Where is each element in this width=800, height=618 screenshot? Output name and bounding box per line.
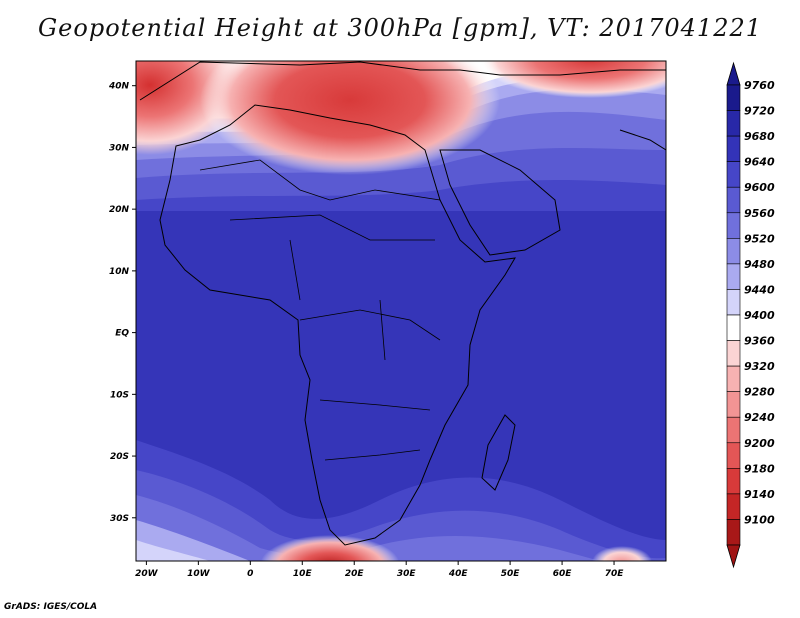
- lon-tick-label: 10E: [293, 569, 313, 579]
- colorbar-label: 9360: [744, 335, 775, 348]
- india: [619, 129, 666, 151]
- colorbar-min-arrow: [726, 544, 741, 569]
- africa-coastline: [159, 104, 516, 546]
- colorbar-max-arrow: [726, 61, 741, 86]
- arabia: [439, 149, 561, 256]
- lon-tick-label: 0: [247, 569, 253, 579]
- colorbar-swatch: [726, 519, 741, 546]
- colorbar-swatch: [726, 289, 741, 316]
- grads-credit: GrADS: IGES/COLA: [4, 602, 98, 612]
- madagascar: [481, 414, 516, 491]
- lon-tick-label: 20E: [345, 569, 365, 579]
- lat-tick-label: 40N: [108, 82, 130, 92]
- colorbar-label: 9640: [744, 156, 775, 169]
- colorbar-swatch: [726, 212, 741, 239]
- colorbar-swatch: [726, 365, 741, 392]
- colorbar-swatch: [726, 263, 741, 290]
- colorbar-label: 9520: [744, 232, 775, 245]
- colorbar-label: 9320: [744, 360, 775, 373]
- europe: [139, 61, 666, 101]
- colorbar-label: 9720: [744, 105, 775, 118]
- colorbar-label: 9180: [744, 462, 775, 475]
- lat-tick-label: EQ: [115, 329, 129, 339]
- colorbar-label: 9280: [744, 386, 775, 399]
- colorbar-swatch: [726, 110, 741, 137]
- lat-tick-label: 20N: [109, 205, 130, 215]
- longitude-axis: 20W 10W 0 10E 20E 30E 40E 50E 60E 70E: [135, 561, 624, 579]
- lon-tick-label: 30E: [397, 569, 417, 579]
- colorbar-swatch: [726, 442, 741, 469]
- lon-tick-label: 10W: [187, 569, 211, 579]
- colorbar: 9760 9720 9680 9640 9600 9560 9520 9480 9440 9400…: [726, 61, 775, 569]
- lon-tick-label: 20W: [135, 569, 159, 579]
- lat-tick-label: 10N: [109, 267, 130, 277]
- lat-tick-label: 30N: [109, 143, 130, 153]
- colorbar-swatch: [726, 416, 741, 444]
- colorbar-label: 9560: [744, 207, 775, 220]
- latitude-axis: 40N 30N 20N 10N EQ 10S 20S 30S: [108, 82, 136, 524]
- lat-tick-label: 10S: [110, 390, 129, 400]
- colorbar-swatch: [726, 238, 741, 265]
- colorbar-label: 9480: [744, 258, 775, 271]
- colorbar-label: 9760: [744, 79, 775, 92]
- colorbar-label: 9680: [744, 130, 775, 143]
- colorbar-swatch: [726, 314, 741, 341]
- lat-tick-label: 30S: [110, 514, 129, 524]
- colorbar-swatch: [726, 340, 741, 367]
- lat-tick-label: 20S: [110, 452, 129, 462]
- colorbar-swatch: [726, 161, 741, 188]
- colorbar-label: 9100: [744, 513, 775, 526]
- lon-tick-label: 60E: [553, 569, 573, 579]
- colorbar-swatch: [726, 493, 741, 520]
- coastlines: [139, 61, 666, 546]
- colorbar-label: 9200: [744, 437, 775, 450]
- colorbar-label: 9140: [744, 488, 775, 501]
- lon-tick-label: 50E: [501, 569, 521, 579]
- plot-frame: [135, 60, 667, 562]
- colorbar-swatch: [726, 186, 741, 214]
- colorbar-swatch: [726, 391, 741, 418]
- map-title: Geopotential Height at 300hPa [gpm], VT:…: [38, 14, 762, 42]
- colorbar-swatch: [726, 84, 741, 111]
- borders: [199, 159, 441, 461]
- lon-tick-label: 40E: [448, 569, 469, 579]
- height-field: [136, 61, 666, 561]
- colorbar-swatch: [726, 468, 741, 495]
- colorbar-label: 9240: [744, 411, 775, 424]
- colorbar-label: 9440: [744, 283, 775, 296]
- lon-tick-label: 70E: [605, 569, 625, 579]
- colorbar-swatch: [726, 135, 741, 162]
- colorbar-label: 9600: [744, 181, 775, 194]
- colorbar-label: 9400: [744, 309, 775, 322]
